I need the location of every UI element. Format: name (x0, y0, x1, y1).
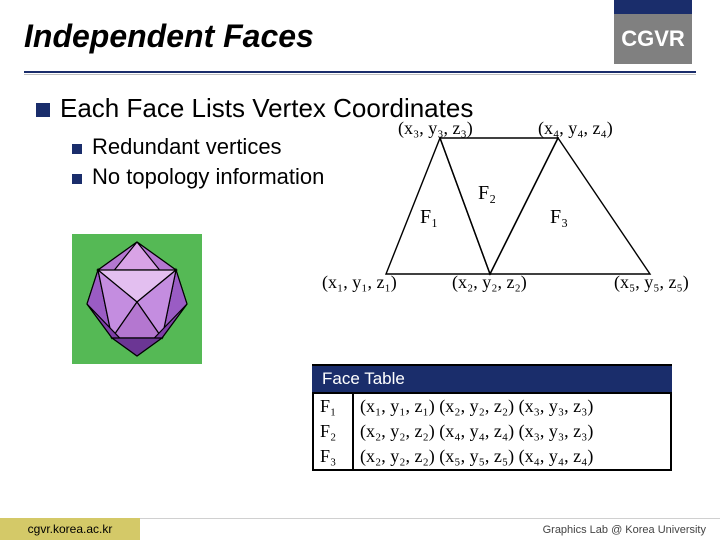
vertex-label-v4: (x₄, y₄, z₄) (538, 118, 613, 139)
face-label-f1: F₁ (420, 206, 438, 229)
triangle-diagram: (x₃, y₃, z₃) (x₄, y₄, z₄) (x₁, y₁, z₁) (… (370, 128, 700, 298)
sub-bullet-text: Redundant vertices (92, 134, 282, 160)
sub-bullet-text: No topology information (92, 164, 324, 190)
table-row: F₁ (x₁, y₁, z₁) (x₂, y₂, z₂) (x₃, y₃, z₃… (314, 394, 670, 419)
face-table-body: F₁ (x₁, y₁, z₁) (x₂, y₂, z₂) (x₃, y₃, z₃… (312, 392, 672, 471)
face-row-data: (x₁, y₁, z₁) (x₂, y₂, z₂) (x₃, y₃, z₃) (354, 394, 670, 419)
face-row-label: F₃ (314, 444, 354, 469)
slide-title: Independent Faces (24, 18, 696, 55)
icosahedron-image (72, 234, 202, 364)
face-label-f3: F₃ (550, 206, 568, 229)
face-label-f2: F₂ (478, 182, 496, 205)
square-bullet-icon (72, 144, 82, 154)
face-row-data: (x₂, y₂, z₂) (x₅, y₅, z₅) (x₄, y₄, z₄) (354, 444, 670, 469)
footer: cgvr.korea.ac.kr Graphics Lab @ Korea Un… (0, 518, 720, 540)
vertex-label-v3: (x₃, y₃, z₃) (398, 118, 473, 139)
face-row-label: F₂ (314, 419, 354, 444)
face-table-header: Face Table (312, 364, 672, 392)
footer-left: cgvr.korea.ac.kr (0, 518, 140, 540)
vertex-label-v2: (x₂, y₂, z₂) (452, 272, 527, 293)
vertex-label-v1: (x₁, y₁, z₁) (322, 272, 397, 293)
face-row-label: F₁ (314, 394, 354, 419)
face-row-data: (x₂, y₂, z₂) (x₄, y₄, z₄) (x₃, y₃, z₃) (354, 419, 670, 444)
title-bar: Independent Faces (0, 0, 720, 63)
vertex-label-v5: (x₅, y₅, z₅) (614, 272, 689, 293)
table-row: F₃ (x₂, y₂, z₂) (x₅, y₅, z₅) (x₄, y₄, z₄… (314, 444, 670, 469)
footer-right: Graphics Lab @ Korea University (543, 524, 706, 536)
square-bullet-icon (36, 103, 50, 117)
face-table: Face Table F₁ (x₁, y₁, z₁) (x₂, y₂, z₂) … (312, 364, 672, 471)
table-row: F₂ (x₂, y₂, z₂) (x₄, y₄, z₄) (x₃, y₃, z₃… (314, 419, 670, 444)
square-bullet-icon (72, 174, 82, 184)
